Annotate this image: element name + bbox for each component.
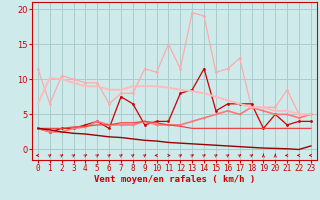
X-axis label: Vent moyen/en rafales ( km/h ): Vent moyen/en rafales ( km/h ) — [94, 175, 255, 184]
